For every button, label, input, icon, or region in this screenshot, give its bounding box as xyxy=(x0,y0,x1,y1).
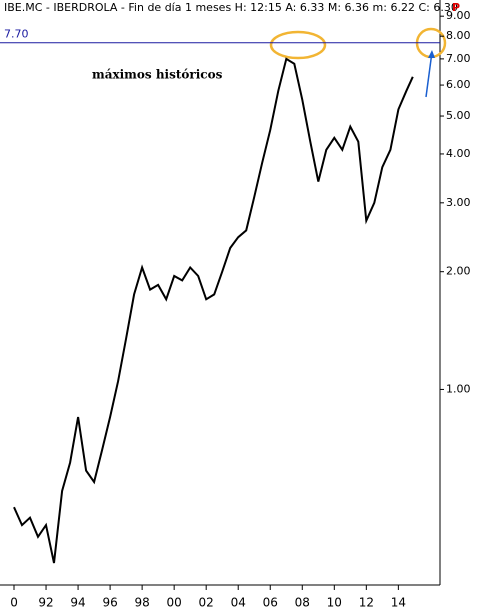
x-tick-label: 14 xyxy=(391,596,406,610)
y-tick-label: 8.00 xyxy=(446,29,471,42)
arrow-head xyxy=(428,50,435,58)
chart-title: IBE.MC - IBERDROLA - Fin de día 1 meses … xyxy=(4,1,458,14)
x-tick-label: 98 xyxy=(134,596,149,610)
x-tick-label: 04 xyxy=(231,596,246,610)
y-tick-label: 9.00 xyxy=(446,9,471,22)
flag: P xyxy=(452,1,460,14)
x-tick-label: 08 xyxy=(295,596,310,610)
y-tick-label: 2.00 xyxy=(446,265,471,278)
x-tick-label: 94 xyxy=(70,596,85,610)
x-tick-label: 02 xyxy=(199,596,214,610)
x-tick-label: 00 xyxy=(167,596,182,610)
y-tick-label: 5.00 xyxy=(446,109,471,122)
y-tick-label: 7.00 xyxy=(446,52,471,65)
y-tick-label: 4.00 xyxy=(446,147,471,160)
price-line xyxy=(13,57,414,564)
x-tick-label: 06 xyxy=(263,596,278,610)
y-tick-label: 1.00 xyxy=(446,382,471,395)
y-tick-label: 3.00 xyxy=(446,196,471,209)
annotation: máximos históricos xyxy=(92,68,223,82)
x-tick-label: 96 xyxy=(102,596,117,610)
arrow xyxy=(425,51,433,98)
y-tick-label: 6.00 xyxy=(446,78,471,91)
x-tick-label: 10 xyxy=(327,596,342,610)
reference-label: 7.70 xyxy=(4,28,29,41)
highlight-ellipse xyxy=(269,30,327,60)
x-tick-label: 92 xyxy=(38,596,53,610)
x-tick-label: 12 xyxy=(359,596,374,610)
x-tick-label: 0 xyxy=(10,596,18,610)
